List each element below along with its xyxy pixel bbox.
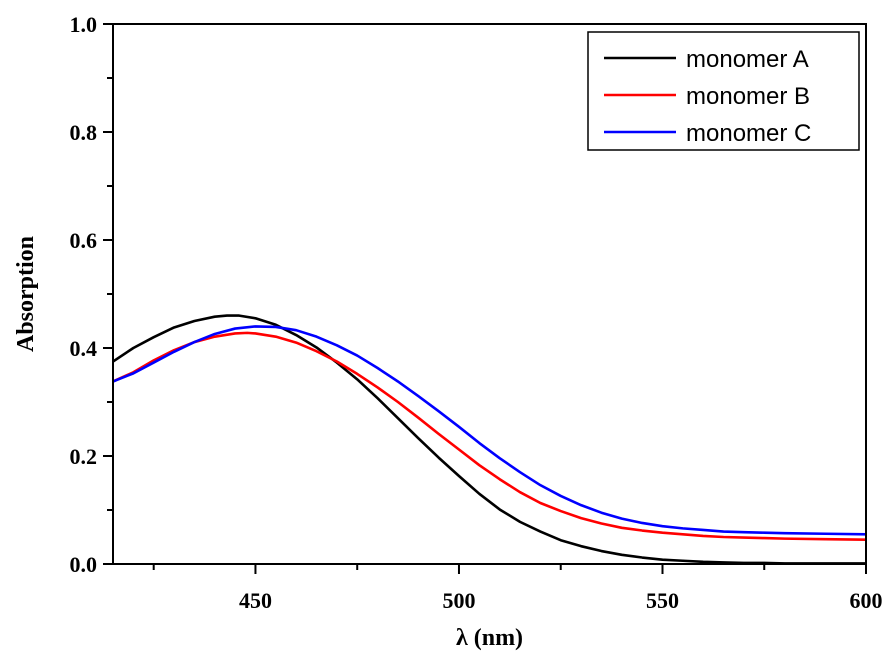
series-line-monomer-b — [113, 331, 866, 541]
y-tick-label: 0.6 — [70, 228, 98, 253]
legend-label: monomer B — [686, 83, 810, 110]
y-tick-label: 0.0 — [70, 552, 98, 577]
x-tick-label: 450 — [239, 588, 272, 613]
plot-area — [113, 314, 866, 564]
x-tick-label: 550 — [646, 588, 679, 613]
y-tick-label: 0.8 — [70, 120, 98, 145]
y-tick-label: 0.2 — [70, 444, 98, 469]
x-axis-title: λ (nm) — [456, 625, 523, 651]
y-tick-label: 1.0 — [70, 12, 98, 37]
axes: 450 500 550 600 0.0 0.2 0.4 0.6 0.8 1.0 — [70, 12, 883, 613]
legend: monomer A monomer B monomer C — [587, 31, 860, 151]
x-tick-label: 500 — [442, 588, 475, 613]
legend-label: monomer A — [686, 46, 809, 73]
legend-label: monomer C — [686, 120, 811, 147]
y-axis-title: Absorption — [13, 236, 39, 352]
y-tick-label: 0.4 — [70, 336, 98, 361]
series-line-monomer-c — [113, 325, 866, 536]
series-line-monomer-a — [113, 314, 866, 564]
x-tick-label: 600 — [850, 588, 883, 613]
legend-box — [587, 31, 860, 151]
